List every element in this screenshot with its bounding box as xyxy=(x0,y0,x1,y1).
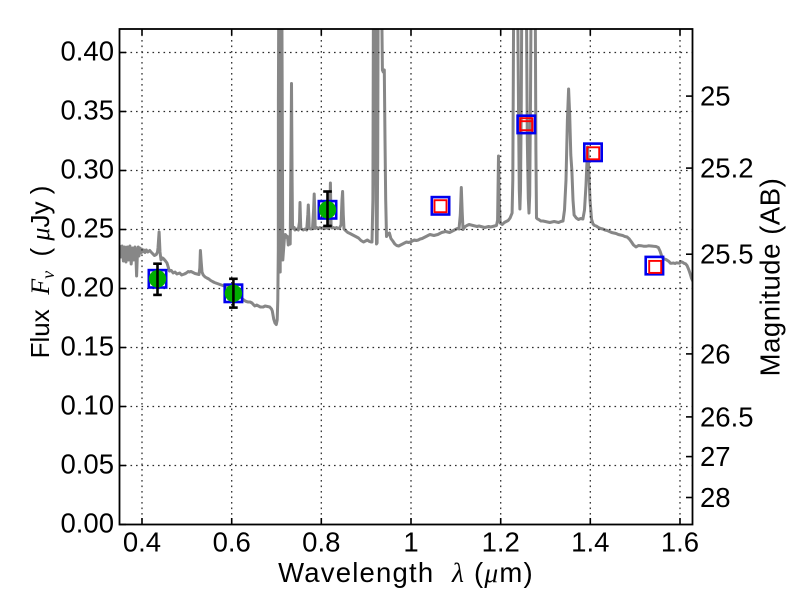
svg-text:25.2: 25.2 xyxy=(700,153,754,184)
svg-text:28: 28 xyxy=(700,482,731,513)
svg-text:1.6: 1.6 xyxy=(661,527,699,558)
svg-text:0.30: 0.30 xyxy=(60,154,114,185)
svg-text:0.25: 0.25 xyxy=(60,213,114,244)
svg-text:Magnitude (AB): Magnitude (AB) xyxy=(755,178,786,377)
svg-text:0.8: 0.8 xyxy=(302,527,340,558)
svg-text:1.4: 1.4 xyxy=(571,527,609,558)
svg-text:1: 1 xyxy=(403,527,418,558)
svg-text:0.4: 0.4 xyxy=(123,527,161,558)
svg-text:1.2: 1.2 xyxy=(482,527,520,558)
svg-text:25.5: 25.5 xyxy=(700,239,754,270)
svg-text:Wavelength λ (μm): Wavelength λ (μm) xyxy=(278,557,534,588)
svg-text:26.5: 26.5 xyxy=(700,401,754,432)
svg-text:27: 27 xyxy=(700,441,731,472)
svg-text:25: 25 xyxy=(700,81,731,112)
svg-text:26: 26 xyxy=(700,338,731,369)
svg-text:0.10: 0.10 xyxy=(60,390,114,421)
svg-text:0.6: 0.6 xyxy=(213,527,251,558)
svg-text:0.20: 0.20 xyxy=(60,272,114,303)
svg-text:0.40: 0.40 xyxy=(60,36,114,67)
svg-text:0.15: 0.15 xyxy=(60,331,114,362)
svg-text:0.00: 0.00 xyxy=(60,508,114,539)
svg-text:0.35: 0.35 xyxy=(60,95,114,126)
svg-text:0.05: 0.05 xyxy=(60,449,114,480)
